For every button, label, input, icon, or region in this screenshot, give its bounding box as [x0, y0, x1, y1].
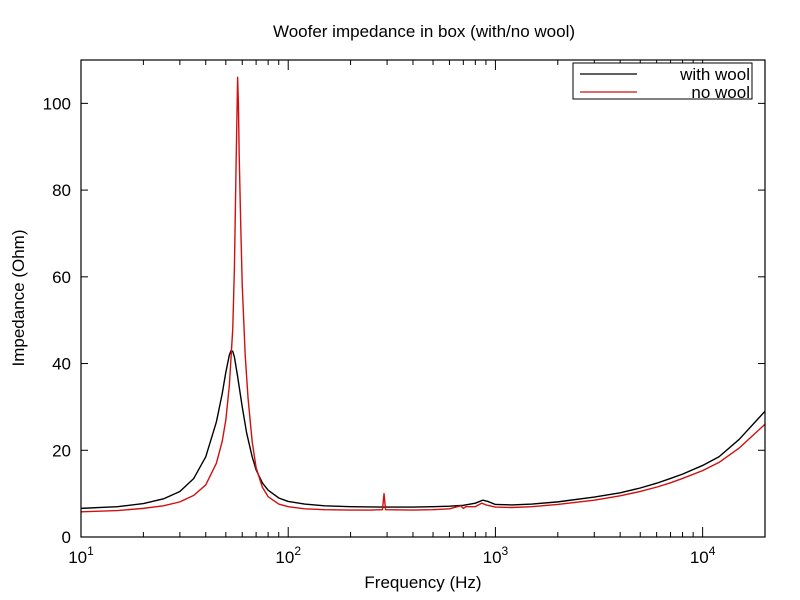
x-axis-label: Frequency (Hz): [364, 573, 481, 592]
x-tick-label: 103: [483, 544, 509, 567]
y-tick-label: 40: [52, 355, 71, 374]
y-axis-label: Impedance (Ohm): [9, 230, 28, 367]
x-tick-label: 104: [690, 544, 716, 567]
y-tick-label: 60: [52, 268, 71, 287]
plot-frame: [80, 59, 766, 538]
legend: with wool no wool: [572, 62, 753, 102]
axis-ticks: 0 20 40 60 80 100 101 102 103 104: [43, 60, 766, 567]
x-tick-label: 101: [68, 544, 94, 567]
x-tick-label: 102: [275, 544, 301, 567]
y-tick-label: 80: [52, 181, 71, 200]
legend-label-no-wool: no wool: [691, 83, 750, 102]
series-line-no-wool: [80, 76, 766, 513]
series-layer: [80, 76, 766, 513]
y-tick-label: 20: [52, 441, 71, 460]
series-line-with-wool: [80, 349, 766, 510]
legend-label-with-wool: with wool: [679, 65, 750, 84]
y-tick-label: 0: [62, 528, 71, 547]
y-tick-label: 100: [43, 94, 71, 113]
chart-title: Woofer impedance in box (with/no wool): [273, 22, 575, 41]
legend-box: [572, 62, 753, 100]
